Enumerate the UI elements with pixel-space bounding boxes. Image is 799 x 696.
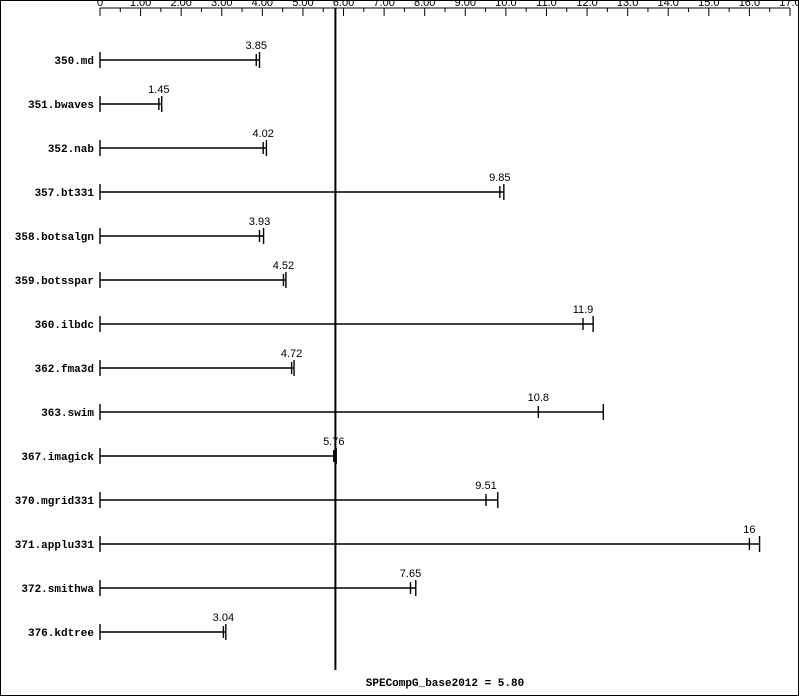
axis-tick-label: 10.0 bbox=[495, 0, 516, 9]
axis-tick-label: 5.00 bbox=[292, 0, 313, 9]
benchmark-value: 3.85 bbox=[246, 40, 267, 52]
footer-text: SPECompG_base2012 = 5.80 bbox=[366, 678, 524, 690]
benchmark-label: 370.mgrid331 bbox=[15, 496, 95, 508]
benchmark-label: 351.bwaves bbox=[28, 100, 94, 112]
axis-tick-label: 17.0 bbox=[779, 0, 799, 9]
benchmark-value: 11.9 bbox=[573, 304, 594, 316]
benchmark-value: 4.72 bbox=[281, 348, 302, 360]
axis-tick-label: 9.00 bbox=[455, 0, 476, 9]
axis-tick-label: 11.0 bbox=[536, 0, 557, 9]
axis-tick-label: 4.00 bbox=[252, 0, 273, 9]
benchmark-label: 352.nab bbox=[48, 144, 95, 156]
benchmark-value: 4.02 bbox=[252, 128, 273, 140]
benchmark-value: 7.65 bbox=[400, 568, 421, 580]
benchmark-value: 16 bbox=[743, 524, 755, 536]
axis-tick-label: 1.00 bbox=[130, 0, 151, 9]
axis-tick-label: 13.0 bbox=[617, 0, 638, 9]
benchmark-label: 357.bt331 bbox=[35, 188, 95, 200]
axis-tick-label: 14.0 bbox=[658, 0, 679, 9]
axis-tick-label: 16.0 bbox=[739, 0, 760, 9]
benchmark-value: 9.85 bbox=[489, 172, 510, 184]
axis-tick-label: 8.00 bbox=[414, 0, 435, 9]
axis-tick-label: 0 bbox=[97, 0, 103, 9]
benchmark-label: 367.imagick bbox=[21, 452, 94, 464]
benchmark-value: 1.45 bbox=[148, 84, 169, 96]
benchmark-value: 10.8 bbox=[528, 392, 549, 404]
axis-tick-label: 7.00 bbox=[373, 0, 394, 9]
benchmark-label: 359.botsspar bbox=[15, 276, 94, 288]
axis-tick-label: 12.0 bbox=[576, 0, 597, 9]
benchmark-label: 376.kdtree bbox=[28, 628, 94, 640]
axis-tick-label: 6.00 bbox=[333, 0, 354, 9]
benchmark-value: 5.76 bbox=[323, 436, 344, 448]
benchmark-value: 4.52 bbox=[273, 260, 294, 272]
axis-tick-label: 15.0 bbox=[698, 0, 719, 9]
benchmark-label: 362.fma3d bbox=[35, 364, 94, 376]
benchmark-label: 372.smithwa bbox=[21, 584, 94, 596]
benchmark-label: 350.md bbox=[54, 56, 94, 68]
benchmark-value: 9.51 bbox=[475, 480, 496, 492]
benchmark-value: 3.93 bbox=[249, 216, 270, 228]
benchmark-label: 371.applu331 bbox=[15, 540, 95, 552]
benchmark-value: 3.04 bbox=[213, 612, 234, 624]
benchmark-label: 360.ilbdc bbox=[35, 320, 94, 332]
axis-tick-label: 2.00 bbox=[170, 0, 191, 9]
spec-benchmark-chart: 0 1.00 2.00 3.00 4.00 5.00 6.00 7.00 8.00 9.00 10.… bbox=[0, 0, 799, 696]
benchmark-label: 358.botsalgn bbox=[15, 232, 94, 244]
benchmark-label: 363.swim bbox=[41, 408, 94, 420]
axis-tick-label: 3.00 bbox=[211, 0, 232, 9]
